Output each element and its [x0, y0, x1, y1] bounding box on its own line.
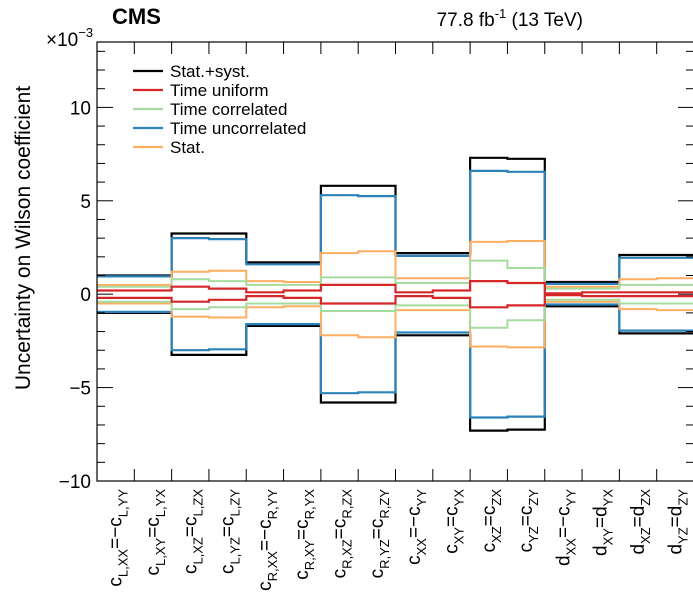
series-time-correlated-upper: [97, 259, 693, 290]
axes-layer: 10 5 0 −5 −10: [59, 42, 693, 493]
x-tick-label: cR,XX=−cR,YY: [255, 489, 280, 591]
x-tick-label: cL,XY=cL,YX: [143, 489, 168, 576]
y-tick-label: 5: [80, 192, 91, 213]
y-axis-label: Uncertainty on Wilson coefficient: [12, 86, 35, 390]
series-stat-upper: [97, 240, 693, 288]
x-tick-label: cXY=cYX: [442, 489, 467, 554]
legend-label-time-uncorrelated: Time uncorrelated: [170, 119, 306, 138]
experiment-label: CMS: [112, 4, 161, 29]
x-tick-label: cYZ=cZY: [516, 489, 541, 553]
x-tick-label: cR,XY=cR,YX: [292, 489, 317, 580]
x-tick-label: cL,YZ=cL,ZY: [218, 489, 243, 574]
series-time-uncorrelated-upper: [97, 169, 693, 285]
y-tick-label: 0: [80, 285, 91, 306]
y-tick-label: −5: [69, 379, 91, 400]
x-tick-labels: cL,XX=−cL,YY cL,XY=cL,YX cL,XZ=cL,ZX cL,YZ=…: [106, 489, 691, 591]
legend-label-stat-syst: Stat.+syst.: [170, 62, 250, 81]
series-time-uniform-lower: [97, 294, 693, 309]
x-tick-label: cR,XZ=cR,ZX: [330, 489, 355, 579]
x-tick-label: cXZ=cZX: [479, 489, 504, 553]
legend-label-stat: Stat.: [170, 138, 205, 157]
series-layer: [97, 156, 693, 432]
y-tick-label: 10: [70, 98, 91, 119]
series-time-uncorrelated-lower: [97, 303, 693, 419]
luminosity-label: 77.8 fb-1 (13 TeV): [437, 6, 583, 31]
legend-label-time-correlated: Time correlated: [170, 100, 287, 119]
y-axis-exponent: ×10−3: [46, 25, 93, 51]
x-tick-label: cR,YZ=cR,ZY: [367, 489, 392, 579]
x-tick-label: dXZ=dZX: [628, 489, 653, 555]
x-tick-label: dYZ=dZY: [665, 489, 690, 555]
series-stat-lower: [97, 300, 693, 349]
y-tick-label: −10: [59, 472, 91, 493]
x-tick-label: cL,XZ=cL,ZX: [180, 489, 205, 574]
x-tick-label: dXX=−cYY: [553, 489, 578, 566]
legend-label-time-uniform: Time uniform: [170, 81, 269, 100]
x-tick-label: dXY=dYX: [591, 489, 616, 556]
x-tick-label: cL,XX=−cL,YY: [106, 489, 131, 587]
x-tick-label: cXX=−cYY: [404, 489, 429, 565]
series-time-uniform-upper: [97, 280, 693, 295]
series-time-correlated-lower: [97, 298, 693, 329]
